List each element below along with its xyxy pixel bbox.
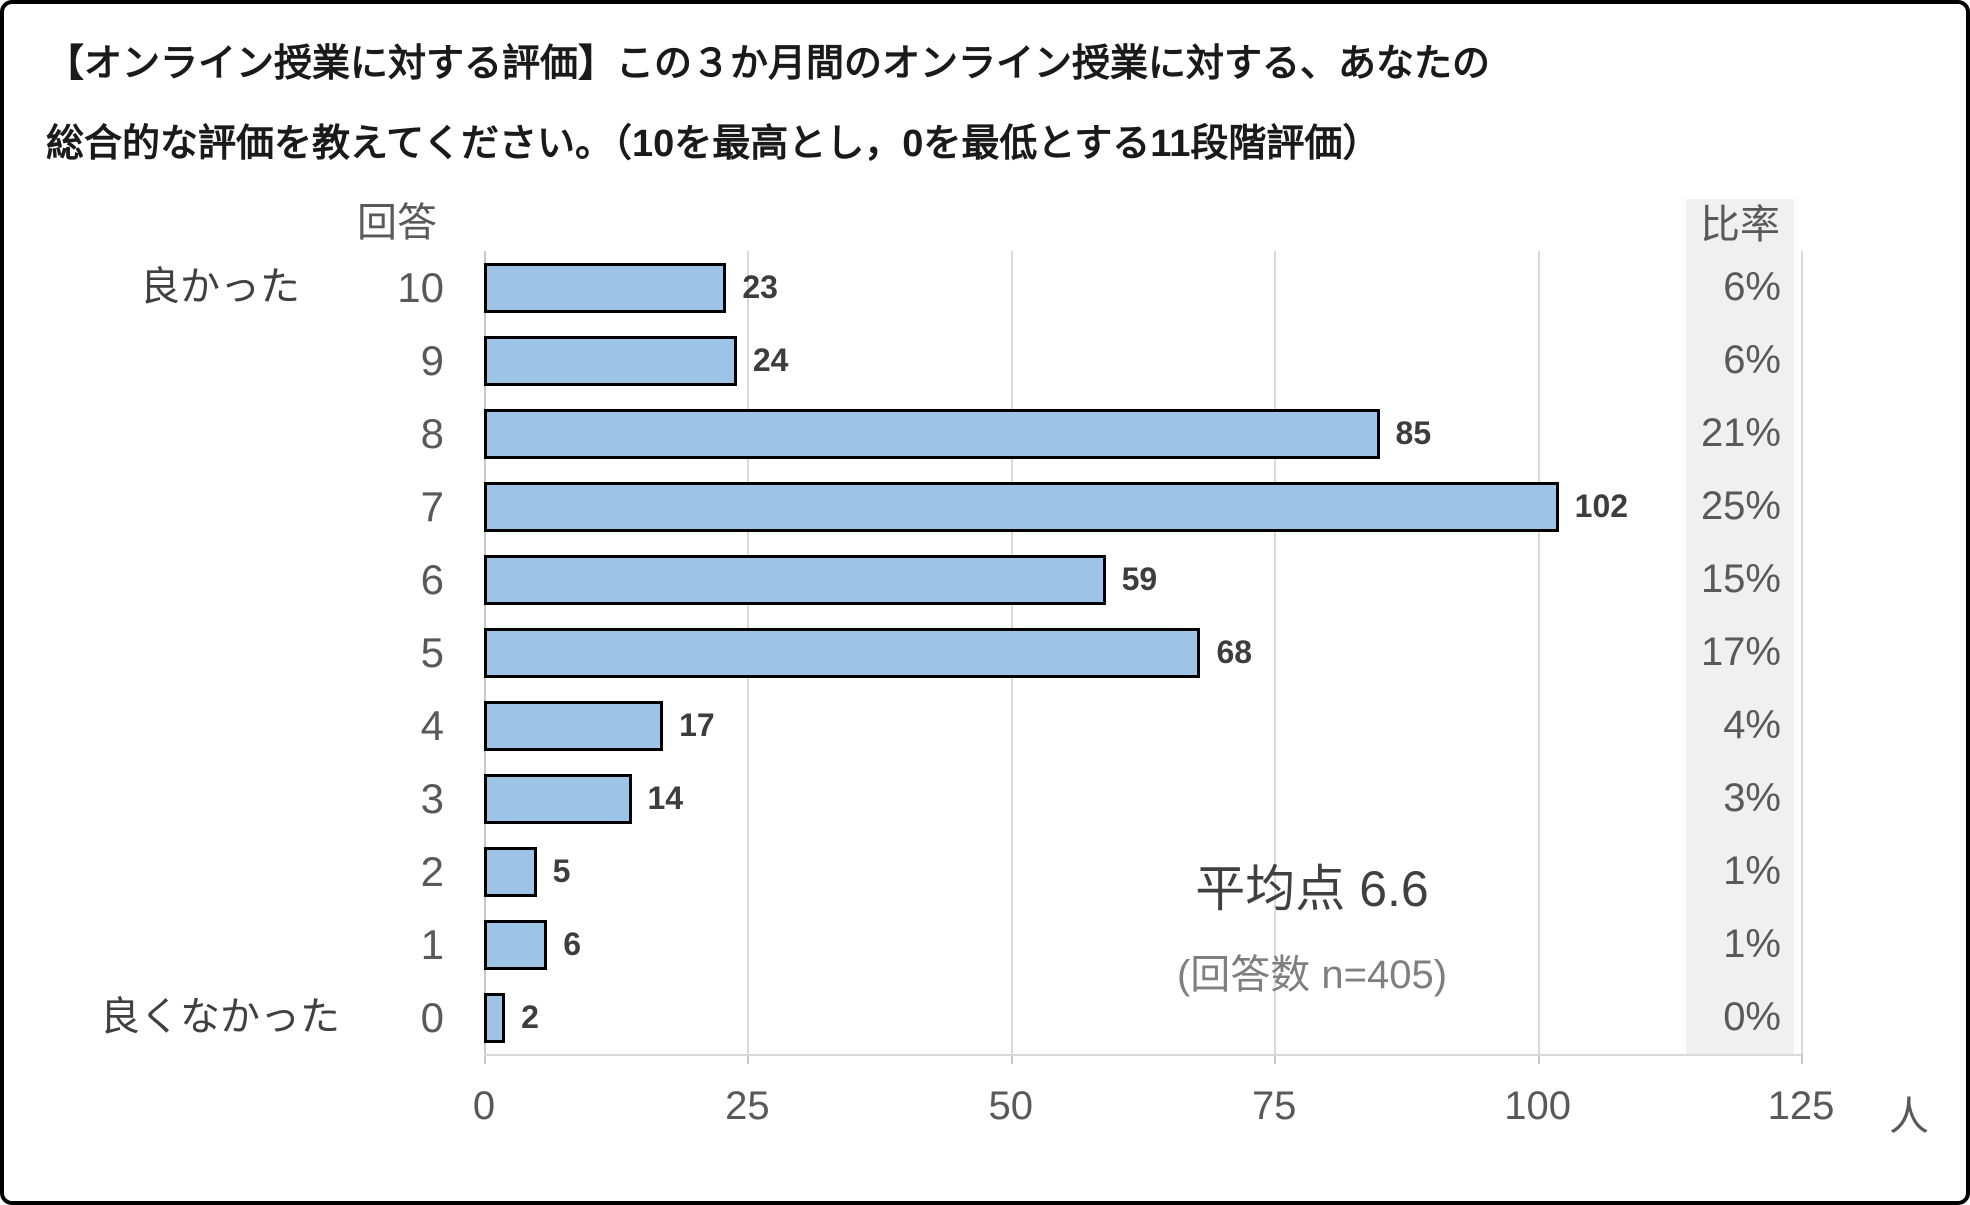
axis-label-bad: 良くなかった (100, 995, 340, 1039)
percentage-score-2: 1% (1723, 849, 1781, 893)
bar-value-label: 59 (1121, 561, 1158, 597)
percentage-score-7: 25% (1700, 484, 1781, 528)
bar-value-label: 2 (521, 999, 539, 1035)
bar-value-label: 24 (752, 342, 789, 378)
bar-row-score-3: 14 (484, 762, 1801, 835)
score-label-3: 3 (420, 775, 444, 822)
bar-row-score-1: 6 (484, 908, 1801, 981)
score-label-1: 1 (420, 921, 444, 968)
bar-score-1 (484, 919, 548, 970)
x-axis-labels: 0 25 50 75 100 125 (473, 1084, 1835, 1134)
percentage-score-1: 1% (1723, 922, 1781, 966)
x-axis-tick-75 (1274, 1054, 1277, 1064)
bar-row-score-8: 85 (484, 397, 1801, 470)
bar-score-5 (484, 627, 1201, 678)
percentage-score-5: 17% (1700, 630, 1781, 674)
percentage-rows: 6% 6% 21% 25% 15% 17% 4% 3% 1% 1% 0% (1686, 251, 1794, 1054)
bar-score-10 (484, 262, 727, 313)
x-tick-label-100: 100 (1504, 1084, 1571, 1128)
score-label-7: 7 (420, 483, 444, 530)
bar-score-9 (484, 335, 737, 386)
score-label-0: 0 (420, 994, 444, 1041)
percentage-score-10: 6% (1723, 265, 1781, 309)
bar-score-6 (484, 554, 1106, 605)
x-axis-tick-125 (1801, 1054, 1803, 1064)
x-tick-label-25: 25 (725, 1084, 770, 1128)
x-axis-tick-100 (1537, 1054, 1540, 1064)
gridline-125 (1801, 251, 1803, 1054)
bar-row-score-4: 17 (484, 689, 1801, 762)
chart-title: 【オンライン授業に対する評価】この３か月間のオンライン授業に対する、あなたの 総… (46, 24, 1490, 184)
score-label-8: 8 (420, 410, 444, 457)
x-tick-label-50: 50 (988, 1084, 1034, 1128)
score-label-9: 9 (420, 337, 444, 384)
bar-value-label: 14 (647, 780, 684, 816)
bar-value-label: 68 (1216, 634, 1253, 670)
bar-row-score-0: 2 (484, 981, 1801, 1054)
ratio-column-header: 比率 (1700, 203, 1780, 247)
plot-area: 23 24 85 102 59 68 17 14 5 6 2 (484, 251, 1803, 1064)
chart-title-line2: 総合的な評価を教えてください。（10を最高とし，0を最低とする11段階評価） (46, 123, 1381, 165)
bar-row-score-7: 102 (484, 470, 1801, 543)
bar-row-score-5: 68 (484, 616, 1801, 689)
bar-row-score-6: 59 (484, 543, 1801, 616)
average-score-annotation: 平均点 6.6 (1195, 861, 1429, 917)
bar-value-label: 5 (552, 853, 571, 889)
bar-row-score-10: 23 (484, 251, 1801, 324)
bar-score-0 (484, 992, 506, 1043)
bar-score-7 (484, 481, 1559, 532)
x-axis-tick-50 (1010, 1054, 1013, 1064)
score-label-4: 4 (420, 702, 444, 749)
x-axis-tick-0 (484, 1054, 486, 1064)
bar-value-label: 6 (563, 926, 581, 962)
chart-title-line1: 【オンライン授業に対する評価】この３か月間のオンライン授業に対する、あなたの (46, 43, 1491, 85)
axis-label-good: 良かった (140, 265, 300, 309)
score-label-10: 10 (397, 264, 444, 311)
score-label-6: 6 (420, 556, 444, 603)
bar-score-4 (484, 700, 664, 751)
x-axis-tick-25 (747, 1054, 750, 1064)
bar-value-label: 102 (1574, 488, 1629, 524)
bar-value-label: 23 (742, 269, 778, 305)
bar-score-8 (484, 408, 1380, 459)
bar-value-label: 17 (679, 707, 715, 743)
bar-rows: 23 24 85 102 59 68 17 14 5 6 2 (484, 251, 1801, 1054)
answer-column-header: 回答 (357, 201, 437, 245)
percentage-score-4: 4% (1723, 703, 1781, 747)
gridline-75 (1274, 251, 1277, 1054)
bar-score-2 (484, 846, 537, 897)
score-label-2: 2 (420, 848, 444, 895)
percentage-score-3: 3% (1723, 776, 1781, 820)
gridline-100 (1537, 251, 1540, 1054)
response-count-annotation: (回答数 n=405) (1176, 953, 1448, 997)
percentage-score-9: 6% (1723, 338, 1781, 382)
bar-row-score-9: 24 (484, 324, 1801, 397)
percentage-score-8: 21% (1700, 411, 1781, 455)
score-label-5: 5 (420, 629, 444, 676)
bar-row-score-2: 5 (484, 835, 1801, 908)
x-tick-label-0: 0 (472, 1084, 496, 1128)
bar-score-3 (484, 773, 632, 824)
ratio-column: 比率 6% 6% 21% 25% 15% 17% 4% 3% 1% 1% 0% (1686, 199, 1794, 1054)
x-tick-label-75: 75 (1251, 1084, 1297, 1128)
bar-value-label: 85 (1395, 415, 1432, 451)
x-axis-unit-label: 人 (1889, 1095, 1929, 1139)
percentage-score-6: 15% (1700, 557, 1781, 601)
score-labels-column: 10 9 8 7 6 5 4 3 2 1 0 (204, 251, 444, 1054)
x-axis-line (484, 1054, 1801, 1056)
percentage-score-0: 0% (1723, 995, 1781, 1039)
x-tick-label-125: 125 (1767, 1084, 1835, 1128)
